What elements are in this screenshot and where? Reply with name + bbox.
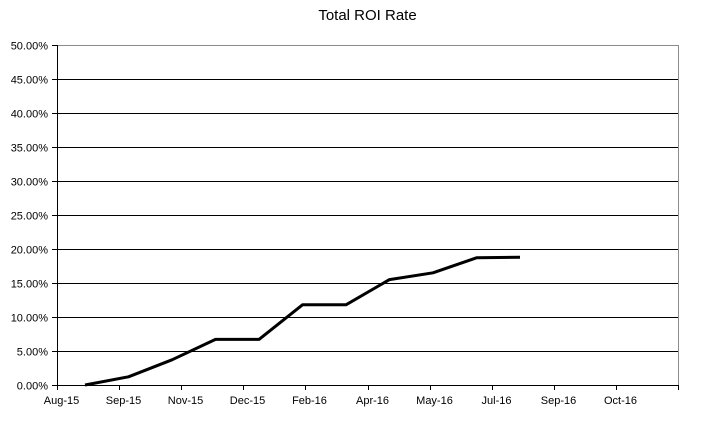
y-tick-label: 30.00% [11,177,49,189]
y-tick-label: 35.00% [11,143,49,155]
y-tick-label: 20.00% [11,245,49,257]
y-tick-label: 50.00% [11,41,49,53]
x-tick-label: Nov-15 [168,395,203,407]
chart-title: Total ROI Rate [318,7,417,24]
roi-series-line [84,255,521,387]
x-tick-label: May-16 [416,395,453,407]
x-tick-label: Jul-16 [482,395,512,407]
x-tick-label: Sep-15 [106,395,141,407]
y-tick-label: 10.00% [11,313,49,325]
y-tick-label: 0.00% [17,381,48,393]
y-tick-label: 40.00% [11,109,49,121]
y-tick-label: 5.00% [17,347,48,359]
x-tick-label: Feb-16 [292,395,327,407]
y-tick-label: 45.00% [11,75,49,87]
x-tick-label: Aug-15 [44,395,79,407]
y-tick-label: 25.00% [11,211,49,223]
x-tick-label: Sep-16 [541,395,576,407]
x-tick-label: Oct-16 [604,395,637,407]
x-tick-label: Dec-15 [230,395,265,407]
y-tick-label: 15.00% [11,279,49,291]
x-tick-label: Apr-16 [356,395,389,407]
